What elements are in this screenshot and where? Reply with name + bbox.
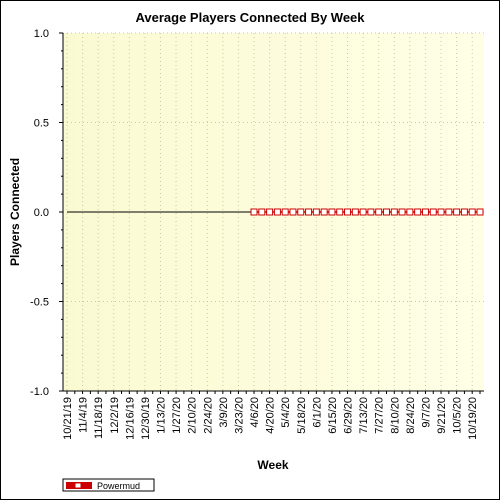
x-tick-label-4: 12/16/19 xyxy=(124,397,136,440)
x-tick-label-2: 11/18/19 xyxy=(93,397,105,439)
x-tick-label-18: 6/29/20 xyxy=(343,397,355,434)
chart-title: Average Players Connected By Week xyxy=(135,10,365,25)
x-tick-label-26: 10/19/20 xyxy=(467,397,479,440)
x-tick-label-7: 1/27/20 xyxy=(171,397,183,434)
data-point-0-26 xyxy=(453,208,461,216)
data-point-0-22 xyxy=(421,208,429,216)
data-point-0-23 xyxy=(429,208,437,216)
data-point-0-27 xyxy=(460,208,468,216)
y-tick-label-0: 1.0 xyxy=(34,28,49,40)
data-point-0-19 xyxy=(398,208,406,216)
y-tick-label-2: 0.0 xyxy=(34,207,49,219)
x-tick-labels: 10/21/19 11/4/19 11/18/19 12/2/19 12/16/19 12… xyxy=(62,397,479,440)
x-tick-label-20: 7/27/20 xyxy=(374,397,386,434)
x-axis-label: Week xyxy=(257,458,288,472)
data-point-0-9 xyxy=(320,208,328,216)
x-tick-label-9: 2/24/20 xyxy=(202,397,214,434)
data-point-0-6 xyxy=(297,208,305,216)
x-tick-label-11: 3/23/20 xyxy=(233,397,245,434)
x-tick-label-15: 5/18/20 xyxy=(296,397,308,434)
data-point-0-3 xyxy=(273,208,281,216)
data-point-0-4 xyxy=(281,208,289,216)
y-tick-label-3: -0.5 xyxy=(30,297,49,309)
x-tick-label-10: 3/9/20 xyxy=(218,397,230,428)
data-point-0-10 xyxy=(328,208,336,216)
y-tick-label-4: -1.0 xyxy=(30,386,49,398)
data-point-0-7 xyxy=(305,208,313,216)
data-point-0-13 xyxy=(351,208,359,216)
data-point-0-8 xyxy=(312,208,320,216)
x-tick-label-6: 1/13/20 xyxy=(156,397,168,434)
legend: Powermud xyxy=(62,478,155,492)
data-point-0-17 xyxy=(382,208,390,216)
data-point-0-29 xyxy=(476,208,484,216)
x-tick-label-17: 6/15/20 xyxy=(327,397,339,434)
x-tick-label-3: 12/2/19 xyxy=(109,397,121,434)
x-tick-label-8: 2/10/20 xyxy=(187,397,199,434)
x-tick-label-23: 9/7/20 xyxy=(420,397,432,428)
data-point-0-5 xyxy=(289,208,297,216)
legend-marker-powermud xyxy=(74,482,82,489)
x-tick-label-13: 4/20/20 xyxy=(265,397,277,434)
data-point-0-14 xyxy=(359,208,367,216)
x-tick-label-14: 5/4/20 xyxy=(280,397,292,428)
y-tick-labels: 1.0 0.5 0.0 -0.5 -1.0 xyxy=(30,28,49,398)
data-point-0-20 xyxy=(406,208,414,216)
data-point-0-21 xyxy=(414,208,422,216)
data-point-0-15 xyxy=(367,208,375,216)
data-point-0-18 xyxy=(390,208,398,216)
x-tick-label-16: 6/1/20 xyxy=(311,397,323,428)
y-axis-label: Players Connected xyxy=(8,158,22,266)
x-tick-label-0: 10/21/19 xyxy=(62,397,74,440)
data-point-0-0 xyxy=(250,208,258,216)
x-tick-label-21: 8/10/20 xyxy=(389,397,401,434)
data-point-0-2 xyxy=(266,208,274,216)
data-point-0-28 xyxy=(468,208,476,216)
x-tick-label-5: 12/30/19 xyxy=(140,397,152,440)
data-point-0-1 xyxy=(258,208,266,216)
data-point-0-11 xyxy=(336,208,344,216)
data-point-0-24 xyxy=(437,208,445,216)
series-layer xyxy=(67,208,484,216)
legend-label-powermud: Powermud xyxy=(97,481,140,491)
data-point-0-25 xyxy=(445,208,453,216)
x-tick-label-1: 11/4/19 xyxy=(78,397,90,433)
x-tick-label-25: 10/5/20 xyxy=(452,397,464,434)
data-point-0-16 xyxy=(375,208,383,216)
x-tick-label-24: 9/21/20 xyxy=(436,397,448,434)
x-tick-label-22: 8/24/20 xyxy=(405,397,417,434)
data-point-0-12 xyxy=(344,208,352,216)
axes xyxy=(59,32,484,394)
x-tick-label-12: 4/6/20 xyxy=(249,397,261,428)
y-tick-label-1: 0.5 xyxy=(34,118,49,130)
x-tick-label-19: 7/13/20 xyxy=(358,397,370,434)
